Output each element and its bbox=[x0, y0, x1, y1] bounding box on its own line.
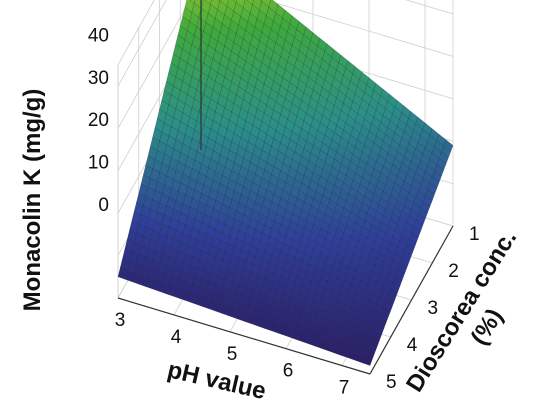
z-tick-label: 30 bbox=[88, 68, 109, 89]
axis-line bbox=[117, 297, 371, 375]
x-tick-label: 6 bbox=[283, 361, 294, 382]
grid-line-back-z bbox=[264, 0, 454, 57]
z-tick-label: 10 bbox=[88, 153, 109, 174]
z-axis-ticks: 0 10 20 30 40 50 bbox=[88, 0, 109, 216]
axis-layer bbox=[117, 0, 454, 375]
z-axis-title: Monacolin K (mg/g) bbox=[19, 89, 46, 312]
grid-line-back-z bbox=[405, 0, 454, 15]
z-tick-label: 50 bbox=[88, 0, 109, 4]
y-axis-title-line-1: Dioscorea conc. bbox=[401, 225, 522, 397]
box-edge bbox=[117, 0, 155, 65]
x-tick-label: 7 bbox=[339, 378, 350, 399]
y-axis-title: Dioscorea conc. (%) bbox=[401, 225, 522, 397]
y-tick-label: 3 bbox=[428, 298, 439, 319]
x-tick-label: 3 bbox=[115, 310, 126, 331]
y-tick-label: 2 bbox=[448, 261, 459, 282]
z-tick-label: 20 bbox=[88, 110, 109, 131]
surface-cell bbox=[362, 356, 373, 366]
y-tick-label: 5 bbox=[386, 372, 397, 393]
y-tick-label: 4 bbox=[407, 335, 418, 356]
surface-layer bbox=[117, 0, 454, 366]
z-tick-label: 40 bbox=[88, 25, 109, 46]
x-tick-label: 4 bbox=[171, 327, 182, 348]
x-tick-label: 5 bbox=[227, 344, 238, 365]
x-axis-ticks: 3 4 5 6 7 bbox=[115, 310, 350, 399]
x-axis-title: pH value bbox=[165, 356, 269, 405]
axis-line bbox=[369, 225, 454, 375]
y-tick-label: 1 bbox=[469, 224, 480, 245]
z-tick-label: 0 bbox=[98, 195, 109, 216]
